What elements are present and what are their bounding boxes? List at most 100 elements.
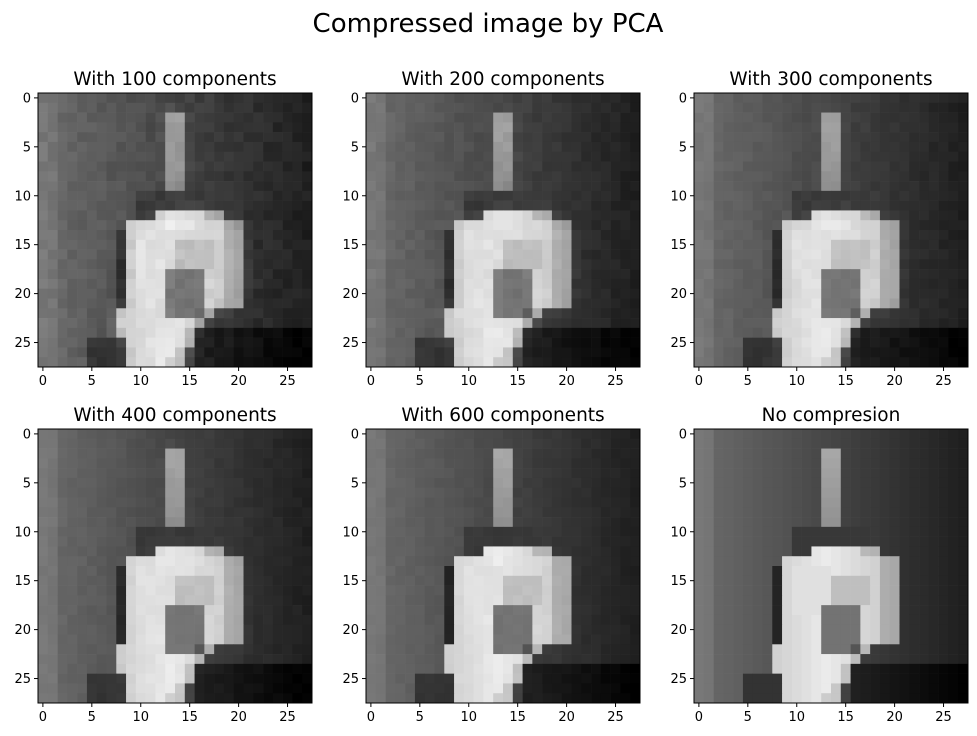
pixel (870, 249, 881, 260)
pixel (223, 585, 235, 596)
pixel (86, 477, 98, 489)
pixel (155, 171, 166, 182)
pixel (184, 278, 195, 290)
pixel (840, 93, 851, 104)
pixel (444, 347, 455, 358)
pixel (772, 693, 783, 704)
pixel (194, 347, 205, 358)
pixel (233, 644, 244, 655)
pixel (272, 220, 283, 231)
pixel (840, 141, 851, 153)
pixel (67, 259, 78, 270)
pixel (366, 161, 377, 172)
pixel (204, 230, 215, 241)
pixel (194, 259, 205, 270)
pixel (742, 347, 754, 358)
pixel (889, 112, 900, 123)
pixel (870, 477, 881, 489)
pixel (840, 654, 851, 665)
pixel (204, 624, 215, 635)
pixel (958, 429, 969, 440)
pixel (958, 575, 969, 586)
pixel (840, 357, 851, 368)
pixel (263, 536, 274, 547)
pixel (591, 497, 602, 508)
pixel (512, 151, 523, 162)
pixel (772, 624, 783, 635)
pixel (405, 347, 416, 358)
pixel (733, 448, 744, 459)
pixel (483, 477, 494, 489)
pixel (463, 546, 474, 557)
pixel (821, 288, 832, 299)
pixel (96, 477, 107, 489)
pixel (233, 536, 244, 547)
pixel (909, 438, 920, 449)
y-tick-label: 10 (14, 189, 31, 204)
pixel (434, 298, 445, 309)
pixel (610, 93, 621, 104)
pixel (243, 566, 254, 577)
pixel (782, 141, 793, 153)
pixel (713, 141, 724, 153)
pixel (135, 477, 146, 489)
pixel (395, 595, 406, 606)
pixel (782, 347, 793, 358)
pixel (958, 102, 969, 113)
pixel (292, 239, 303, 250)
pixel (302, 269, 313, 280)
pixel (155, 298, 166, 309)
pixel (302, 429, 313, 440)
pixel (600, 673, 611, 684)
pixel (233, 200, 244, 211)
pixel (424, 634, 435, 645)
pixel (77, 337, 88, 348)
pixel (395, 526, 406, 537)
pixel (194, 477, 205, 489)
pixel (610, 347, 621, 358)
pixel (366, 624, 377, 635)
axes-frame (693, 92, 969, 368)
pixel (184, 161, 195, 172)
pixel (581, 278, 592, 290)
pixel (434, 122, 445, 133)
pixel (77, 161, 88, 172)
pixel (723, 644, 734, 655)
pixel (503, 112, 514, 123)
pixel (126, 259, 137, 270)
pixel (292, 200, 303, 211)
pixel (948, 308, 959, 319)
pixel (155, 161, 166, 172)
pixel (165, 93, 176, 104)
pixel (610, 298, 621, 309)
pixel (919, 517, 930, 528)
pixel (473, 249, 484, 260)
pixel (263, 487, 274, 498)
pixel (47, 458, 58, 469)
pixel (762, 448, 773, 459)
pixel (630, 357, 641, 368)
pixel (47, 693, 58, 704)
pixel (791, 526, 802, 537)
pixel (694, 644, 705, 655)
pixel (135, 517, 146, 528)
pixel (879, 151, 891, 162)
pixel (126, 230, 137, 241)
pixel (483, 693, 494, 704)
pixel (694, 575, 705, 586)
pixel (581, 151, 592, 162)
pixel (782, 673, 793, 684)
pixel (532, 497, 543, 508)
pixel (214, 337, 225, 348)
pixel (155, 693, 166, 704)
pixel (600, 683, 611, 694)
pixel (928, 347, 939, 358)
pixel (723, 663, 734, 674)
pixel (938, 161, 949, 172)
pixel (581, 122, 592, 133)
pixel (928, 497, 939, 508)
pixel (512, 249, 523, 260)
pixel (630, 318, 641, 329)
pixel (889, 269, 900, 280)
pixel (919, 566, 930, 577)
